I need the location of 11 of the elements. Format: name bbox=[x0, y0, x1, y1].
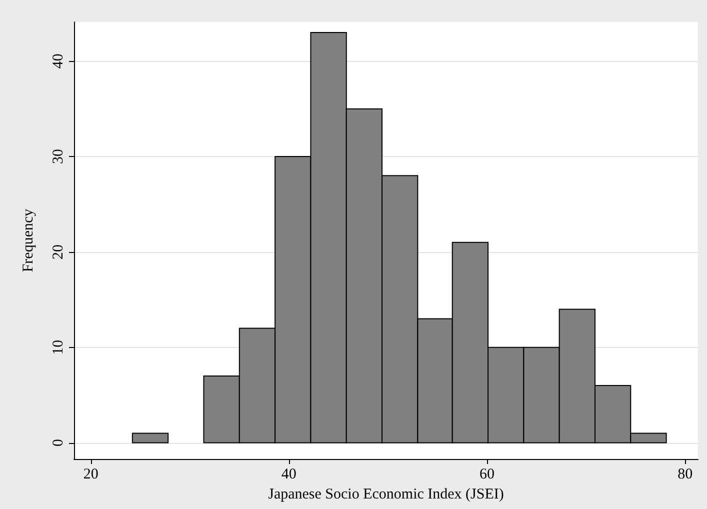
x-axis-title: Japanese Socio Economic Index (JSEI) bbox=[268, 486, 504, 502]
y-axis-title: Frequency bbox=[20, 208, 36, 272]
y-tick-label: 20 bbox=[50, 244, 66, 260]
x-tick-label: 60 bbox=[480, 466, 495, 482]
y-tick-label: 0 bbox=[50, 439, 66, 447]
y-tick-label: 10 bbox=[50, 340, 66, 355]
x-tick-label: 80 bbox=[678, 466, 693, 482]
x-tick-label: 40 bbox=[281, 466, 296, 482]
x-tick-label: 20 bbox=[83, 466, 98, 482]
y-tick-label: 40 bbox=[50, 54, 66, 69]
y-tick-label: 30 bbox=[50, 149, 66, 164]
